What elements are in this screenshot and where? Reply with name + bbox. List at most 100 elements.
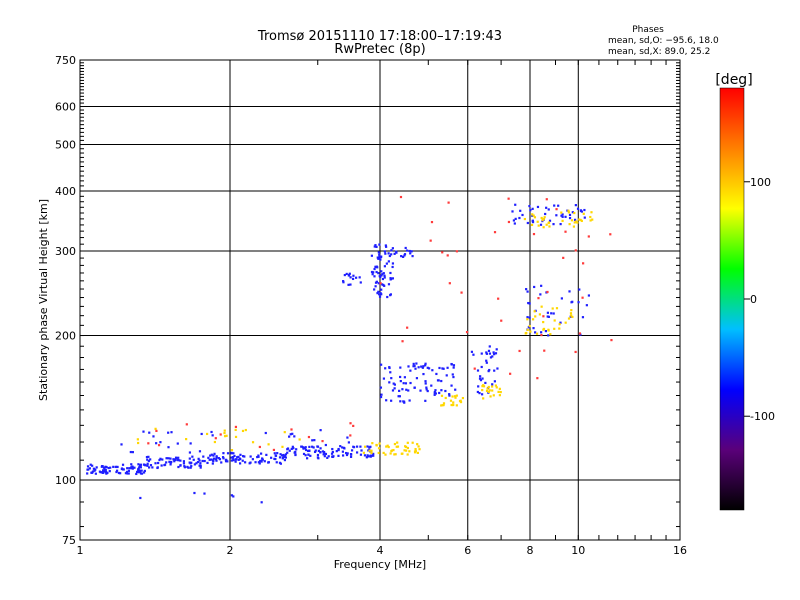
data-point [337, 454, 340, 457]
data-point [312, 446, 315, 449]
data-point [331, 447, 334, 451]
data-point [289, 433, 292, 436]
data-point [382, 272, 385, 275]
data-point [379, 282, 382, 285]
data-point [424, 362, 427, 365]
data-point [448, 282, 451, 285]
data-point [479, 375, 482, 378]
data-point [167, 446, 170, 449]
data-point [541, 219, 544, 222]
stats-line-x: mean, sd,X: 89.0, 25.2 [608, 47, 710, 57]
data-point [234, 425, 238, 429]
data-point [280, 454, 284, 457]
data-point [192, 458, 195, 461]
data-point [540, 284, 543, 287]
data-point [223, 431, 226, 435]
data-point [87, 468, 90, 471]
data-point [488, 345, 491, 348]
data-point [377, 290, 380, 293]
data-point [546, 290, 549, 294]
data-point [257, 454, 260, 457]
data-point [254, 461, 257, 464]
data-point [212, 454, 215, 457]
data-point [545, 223, 548, 226]
data-point [564, 215, 567, 218]
data-point [377, 272, 380, 275]
data-point [395, 445, 398, 448]
data-point [149, 464, 153, 467]
data-point [450, 362, 453, 366]
data-point [193, 463, 196, 466]
data-point [131, 467, 134, 470]
data-point [380, 293, 383, 296]
y-tick-label: 200 [55, 330, 76, 343]
data-point [335, 450, 338, 453]
data-point [526, 318, 529, 321]
data-point [437, 379, 440, 382]
data-point [300, 445, 303, 448]
data-point [306, 449, 310, 453]
data-point [341, 450, 344, 453]
data-point [203, 492, 206, 495]
data-point [391, 277, 395, 280]
data-point [363, 445, 367, 448]
data-point [244, 428, 247, 432]
data-point [473, 367, 476, 370]
data-point [544, 212, 547, 216]
data-point [549, 333, 552, 336]
data-point [384, 453, 387, 456]
data-point [159, 441, 162, 444]
data-point [553, 327, 556, 330]
data-point [413, 450, 417, 453]
data-point [374, 244, 377, 247]
data-point [345, 453, 349, 457]
data-point [167, 431, 170, 434]
data-point [130, 463, 133, 466]
data-point [302, 446, 305, 449]
data-point [383, 276, 386, 279]
data-point [345, 272, 348, 276]
data-point [498, 387, 501, 390]
data-point [363, 454, 367, 457]
data-point [242, 455, 245, 458]
data-point [138, 470, 141, 473]
data-point [531, 214, 534, 217]
data-point [346, 436, 349, 439]
data-point [534, 315, 537, 318]
data-point [527, 301, 530, 305]
data-point [568, 216, 572, 220]
data-point [404, 445, 407, 448]
data-point [210, 430, 213, 434]
data-point [446, 254, 449, 257]
data-point [532, 214, 535, 217]
data-point [151, 466, 154, 469]
data-point [384, 367, 387, 370]
data-point [390, 377, 393, 380]
data-point [226, 460, 229, 463]
data-point [431, 369, 434, 372]
x-tick-label: 8 [527, 544, 534, 557]
data-point [377, 447, 381, 450]
y-tick-label: 100 [55, 474, 76, 487]
data-point [389, 277, 392, 280]
data-point [203, 459, 206, 463]
data-point [115, 470, 118, 474]
data-point [378, 442, 381, 445]
data-point [553, 204, 556, 207]
data-point [455, 250, 459, 253]
data-point [379, 395, 383, 399]
data-point [368, 446, 371, 449]
data-point [294, 453, 297, 457]
data-point [154, 462, 157, 465]
data-point [103, 468, 106, 471]
data-point [146, 464, 149, 467]
y-tick-label: 500 [55, 139, 76, 152]
data-point [387, 283, 391, 286]
data-point [384, 245, 388, 248]
data-point [385, 445, 388, 448]
data-point [108, 470, 111, 473]
data-point [182, 462, 186, 465]
data-point [388, 366, 391, 370]
data-point [491, 385, 494, 388]
data-point [380, 274, 383, 277]
